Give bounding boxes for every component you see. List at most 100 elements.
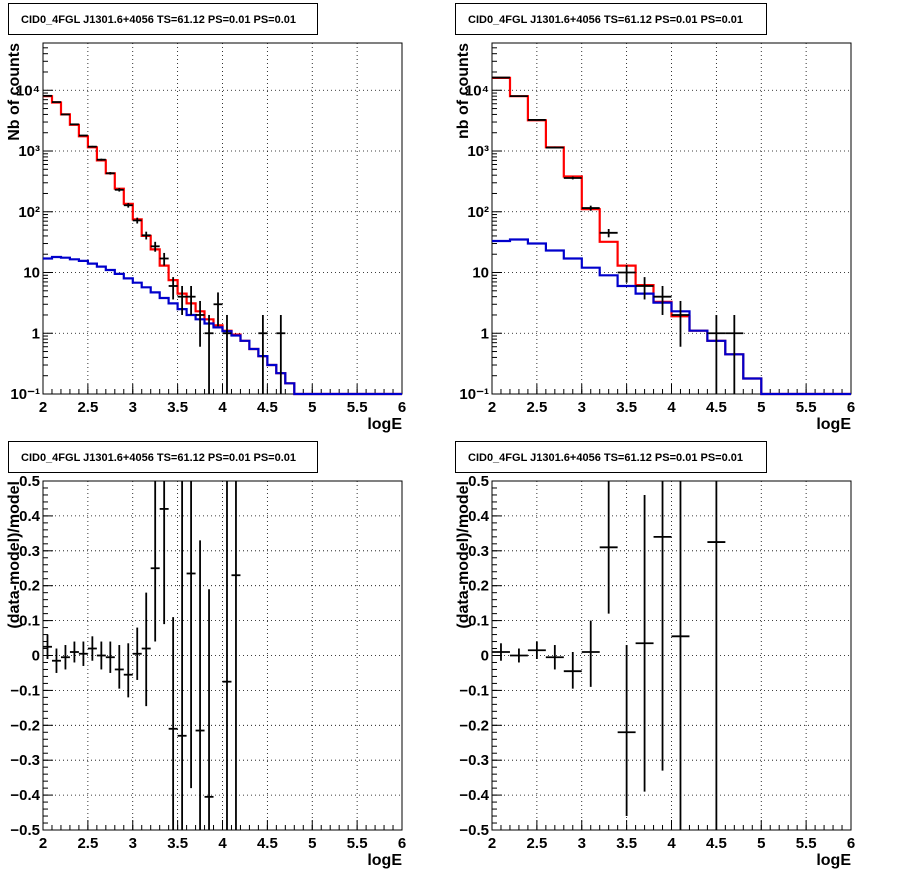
y-tick-label: −0.4	[459, 787, 489, 804]
x-axis-label: logE	[367, 416, 402, 433]
data-point	[581, 205, 600, 211]
data-point	[707, 314, 726, 394]
x-tick-label: 5	[757, 835, 765, 852]
data-point	[509, 95, 528, 98]
data-point	[141, 231, 151, 240]
y-tick-label: 0.3	[19, 543, 40, 560]
x-tick-label: 3.5	[167, 399, 188, 416]
x-tick-label: 4.5	[706, 399, 727, 416]
x-axis-label: logE	[816, 416, 851, 433]
data-point	[105, 172, 115, 175]
data-point	[563, 176, 582, 180]
x-tick-label: 4.5	[706, 835, 727, 852]
data-point	[96, 641, 106, 670]
data-point	[51, 648, 61, 673]
x-tick-label: 4	[218, 835, 227, 852]
chart-title-top-left: CID0_4FGL J1301.6+4056 TS=61.12 PS=0.01 …	[8, 3, 318, 35]
y-tick-label: 10⁻¹	[10, 386, 40, 403]
x-tick-label: 3.5	[616, 399, 637, 416]
y-tick-label: 0.1	[19, 613, 40, 630]
y-tick-label: −0.1	[459, 682, 489, 699]
x-tick-label: 2.5	[526, 835, 547, 852]
x-tick-label: 3	[129, 399, 137, 416]
y-tick-label: 0.5	[468, 473, 489, 490]
y-tick-label: 0.4	[19, 508, 41, 525]
x-tick-label: 2	[39, 399, 47, 416]
data-point	[87, 636, 97, 661]
y-tick-label: 0.2	[19, 578, 40, 595]
chart-title-bottom-right: CID0_4FGL J1301.6+4056 TS=61.12 PS=0.01 …	[455, 441, 767, 473]
x-tick-label: 3	[578, 835, 586, 852]
data-point	[204, 314, 214, 394]
model-total-series	[43, 95, 402, 396]
data-point	[159, 252, 169, 266]
model-background-series	[492, 238, 851, 396]
data-point	[177, 481, 187, 830]
x-tick-label: 3.5	[167, 835, 188, 852]
y-tick-label: 0.2	[468, 578, 489, 595]
x-tick-label: 2	[488, 835, 496, 852]
x-tick-label: 5.5	[796, 399, 817, 416]
data-point	[69, 123, 79, 126]
data-point	[69, 641, 79, 663]
y-tick-label: −0.3	[459, 752, 489, 769]
y-tick-label: 1	[32, 325, 40, 342]
data-point	[123, 203, 133, 208]
data-point	[168, 617, 178, 830]
x-tick-label: 5	[308, 399, 316, 416]
chart-title-bottom-left: CID0_4FGL J1301.6+4056 TS=61.12 PS=0.01 …	[8, 441, 318, 473]
y-tick-label: 10⁴	[16, 82, 40, 99]
data-point	[132, 217, 142, 224]
x-tick-label: 4	[667, 399, 676, 416]
data-point	[87, 145, 97, 148]
data-point	[545, 146, 564, 149]
data-point	[159, 481, 169, 625]
y-axis-label: nb of counts	[455, 43, 472, 139]
x-tick-label: 3	[129, 835, 137, 852]
counts-panel-left: 2 2.5 3 3.5 4 4.5 5 5.5 6 10⁻¹ 1 10 10² 10³ 10⁴ logE Nb …	[6, 42, 406, 433]
x-tick-label: 6	[847, 399, 855, 416]
data-point	[581, 620, 600, 687]
data-point	[78, 134, 88, 137]
model-background-series	[43, 255, 402, 396]
y-tick-label: 0	[481, 648, 489, 665]
data-point	[653, 285, 672, 315]
data-point	[725, 314, 744, 394]
x-tick-label: 4.5	[257, 835, 278, 852]
data-point	[114, 645, 124, 689]
y-tick-label: −0.5	[459, 822, 489, 839]
data-point	[60, 113, 70, 116]
x-tick-label: 4.5	[257, 399, 278, 416]
data-point	[222, 481, 232, 830]
x-tick-label: 6	[398, 399, 406, 416]
y-tick-label: −0.5	[10, 822, 40, 839]
y-tick-label: −0.2	[10, 717, 40, 734]
y-tick-label: 10	[23, 265, 40, 282]
residuals-panel-left: 2 2.5 3 3.5 4 4.5 5 5.5 6 −0.5 −0.4 −0.3 −0.2 −0.1 0 0.…	[6, 473, 406, 869]
data-point	[635, 277, 654, 300]
y-tick-label: 0.3	[468, 543, 489, 560]
chart-title-top-right: CID0_4FGL J1301.6+4056 TS=61.12 PS=0.01 …	[455, 3, 767, 35]
data-point	[599, 229, 618, 238]
y-tick-label: 10	[472, 265, 489, 282]
data-point	[204, 589, 214, 830]
data-point	[492, 643, 510, 661]
x-tick-label: 5.5	[347, 399, 368, 416]
y-tick-label: 0.1	[468, 613, 489, 630]
data-point	[635, 494, 654, 792]
y-tick-label: −0.4	[10, 787, 40, 804]
x-tick-label: 2	[488, 399, 496, 416]
data-point	[78, 641, 88, 666]
data-point	[617, 265, 636, 283]
data-point	[150, 481, 160, 642]
data-point	[563, 652, 582, 689]
y-tick-label: 0	[32, 648, 40, 665]
data-point	[132, 627, 142, 680]
data-point	[43, 634, 52, 659]
y-tick-label: 1	[481, 325, 489, 342]
y-axis-label: Nb of counts	[6, 43, 23, 141]
y-tick-label: −0.1	[10, 682, 40, 699]
counts-panel-right: 2 2.5 3 3.5 4 4.5 5 5.5 6 10⁻¹ 1 10 10² 10³ 10⁴ logE nb …	[455, 42, 855, 433]
data-point	[509, 648, 528, 663]
